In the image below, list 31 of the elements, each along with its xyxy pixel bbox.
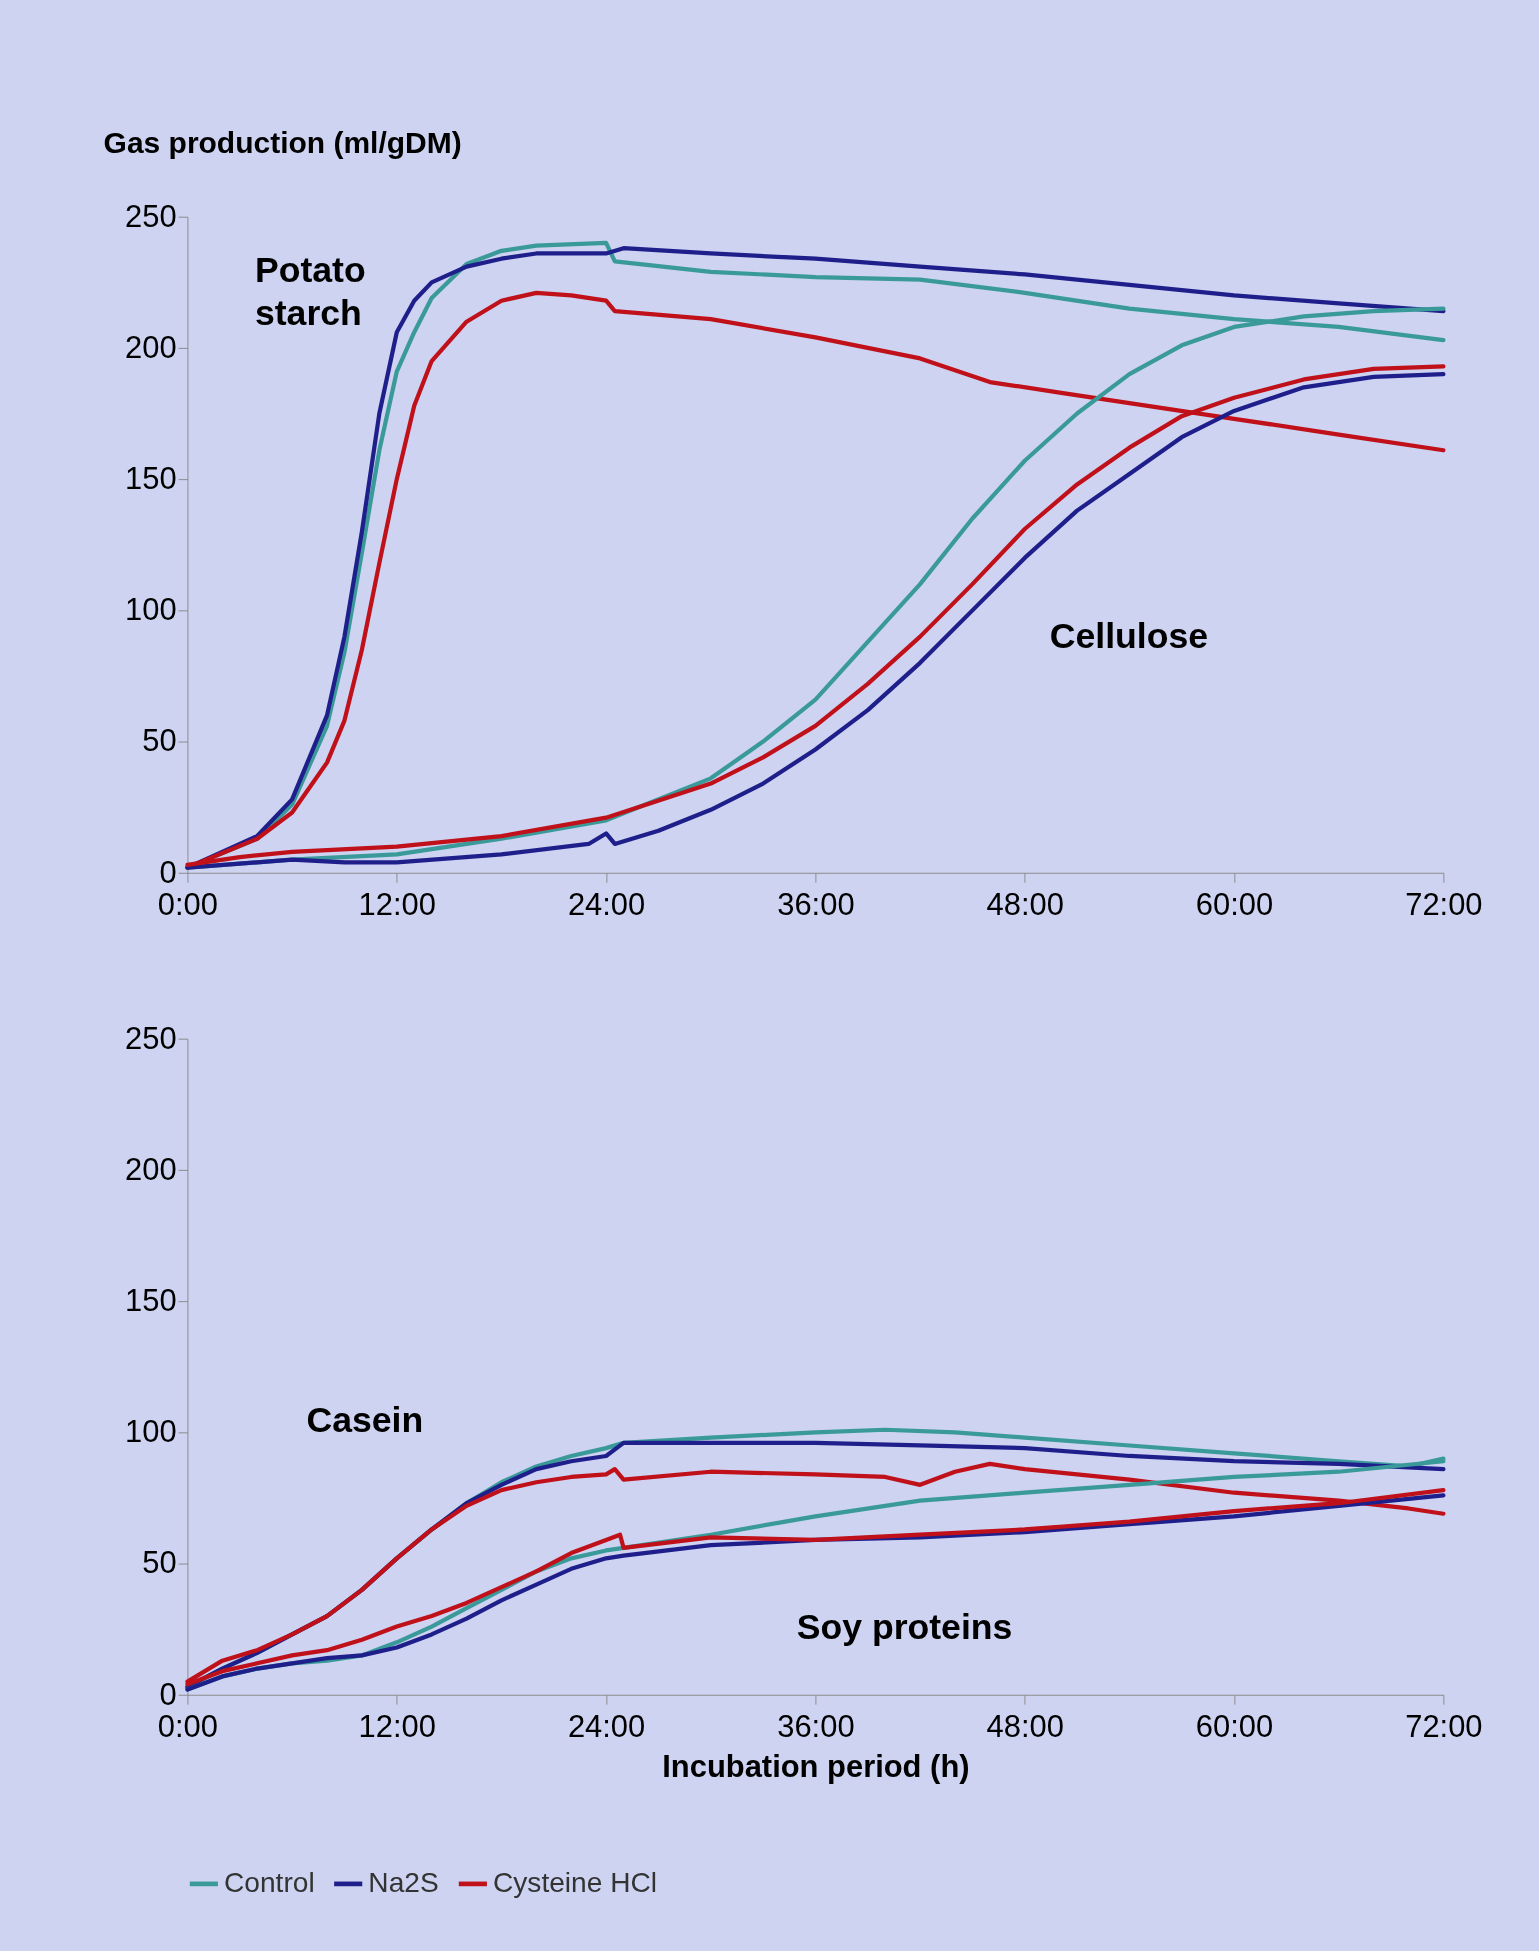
legend-label: Cysteine HCl	[493, 1867, 658, 1899]
legend-label: Control	[224, 1867, 315, 1899]
y-axis-title: Gas production (ml/gDM)	[103, 125, 462, 159]
y-tick-label: 100	[125, 592, 177, 628]
x-tick-label: 36:00	[777, 1708, 855, 1744]
y-tick-label: 250	[125, 198, 177, 234]
y-tick-label: 150	[125, 1282, 177, 1318]
legend-label: Na2S	[368, 1867, 439, 1899]
y-tick-label: 150	[125, 461, 177, 496]
x-tick-label: 60:00	[1195, 886, 1274, 922]
x-tick-label: 72:00	[1405, 1708, 1483, 1744]
annotation: Casein	[306, 1400, 424, 1441]
x-tick-label: 48:00	[986, 1708, 1064, 1744]
y-tick-label: 100	[125, 1414, 177, 1450]
x-tick-label: 12:00	[358, 1708, 436, 1744]
x-tick-label: 48:00	[986, 886, 1064, 922]
x-axis-title: Incubation period (h)	[662, 1748, 970, 1784]
x-tick-label: 72:00	[1405, 886, 1483, 922]
x-tick-label: 60:00	[1195, 1708, 1274, 1744]
x-tick-label: 36:00	[777, 886, 855, 922]
y-tick-label: 50	[142, 1545, 177, 1581]
y-tick-label: 250	[125, 1020, 177, 1056]
y-tick-label: 50	[142, 723, 177, 759]
x-tick-label: 24:00	[567, 886, 646, 922]
y-tick-label: 200	[125, 329, 177, 365]
annotation: Potato starch	[254, 250, 366, 334]
x-tick-label: 12:00	[358, 886, 436, 922]
annotation: Soy proteins	[796, 1606, 1013, 1647]
y-tick-label: 200	[125, 1151, 177, 1187]
annotation: Cellulose	[1049, 615, 1209, 656]
x-tick-label: 24:00	[567, 1708, 646, 1744]
